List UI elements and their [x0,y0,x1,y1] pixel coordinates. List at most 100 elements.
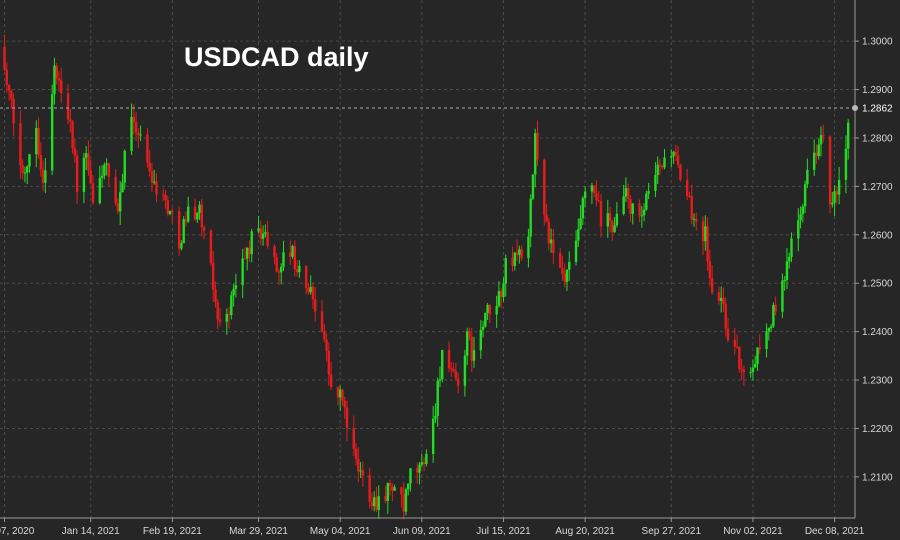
candle-body-up [84,153,88,158]
candle-body-up [261,233,265,239]
candle-body-down [71,121,74,149]
candle-body-down [343,400,346,408]
candle-body-up [502,283,505,297]
candle-body-up [182,219,185,244]
candle-body-down [227,314,231,316]
candle-body-up [642,209,646,216]
candle-body-down [277,271,281,273]
candle-body-up [230,295,233,316]
candle-body-down [132,116,136,123]
candle-body-up [574,240,578,262]
candle-body-down [536,133,539,160]
candle-body-up [479,329,482,351]
candle-body-up [246,247,249,259]
candle-body-down [370,501,374,507]
candle-body-up [465,331,469,356]
candle-body-up [386,483,390,501]
candle-body-up [373,497,376,507]
candle-body-up [785,261,789,281]
candle-body-down [738,346,741,370]
candle-body-down [717,292,721,301]
candle-body-up [484,312,487,327]
candle-body-up [463,355,467,386]
candle-body-down [515,252,519,255]
candle-body-down [447,350,451,369]
candle-body-up [431,418,435,454]
candle-body-down [592,185,596,193]
chart-title: USDCAD daily [184,42,369,72]
candle-body-up [486,304,489,313]
y-tick-label: 1.2400 [862,327,893,338]
x-tick-label: May 04, 2021 [310,526,371,537]
candle-body-up [105,163,108,165]
candle-body-up [103,164,106,176]
candle-body-down [293,246,297,270]
candle-body-down [60,80,63,94]
candle-body-down [561,267,564,274]
candle-body-down [710,277,714,293]
candle-body-up [44,170,47,183]
candle-body-up [504,258,507,284]
candle-body-up [806,169,809,185]
candle-body-down [674,151,678,156]
x-tick-label: Feb 19, 2021 [143,526,202,537]
candle-body-up [425,453,428,464]
candle-body-up [377,496,380,510]
candle-body-down [275,257,278,272]
candle-body-up [749,372,752,374]
candle-body-up [613,225,616,233]
candle-body-down [422,462,426,464]
candle-body-up [615,213,619,226]
candle-body-down [69,119,72,122]
candle-body-up [98,177,101,204]
candle-body-down [57,78,61,81]
candle-body-down [402,494,405,512]
candle-body-down [41,169,45,183]
candle-body-down [354,448,358,459]
candle-body-up [801,206,805,215]
candle-body-up [581,198,585,219]
candle-body-down [706,226,709,262]
candle-body-down [661,166,664,168]
candle-body-down [325,339,328,351]
candle-body-down [146,134,149,163]
candle-body-up [187,206,190,222]
candle-body-down [500,291,503,297]
candle-body-up [670,156,673,158]
candle-body-down [400,487,403,495]
candle-body-up [130,116,133,151]
candle-body-up [497,291,501,307]
candle-body-down [608,213,612,222]
candle-body-up [549,239,553,244]
candle-body-down [91,183,95,204]
candle-body-down [599,201,603,227]
candle-body-down [357,458,360,472]
candle-body-up [180,243,183,249]
x-tick-label: Sep 27, 2021 [642,526,702,537]
candle-body-up [565,269,569,282]
candle-body-up [393,487,396,491]
candle-body-up [577,229,580,241]
candle-body-up [831,202,834,205]
candle-body-up [438,379,442,381]
candle-body-up [765,331,768,350]
candle-body-down [547,221,551,244]
candle-body-up [797,220,800,239]
candle-body-up [672,151,675,157]
candle-body-down [171,210,174,212]
candle-body-down [184,219,188,222]
gridlines [0,0,855,518]
candle-body-up [529,198,532,237]
candle-body-down [452,369,455,372]
candle-body-down [774,304,777,312]
candle-body-down [289,252,292,257]
candle-body-down [200,204,204,228]
candle-body-up [833,191,836,203]
candle-body-up [647,190,650,194]
candle-body-up [781,280,784,312]
last-price-dot [852,104,858,111]
candle-body-down [391,486,394,491]
candle-body-up [769,326,773,329]
candle-body-up [309,286,312,293]
